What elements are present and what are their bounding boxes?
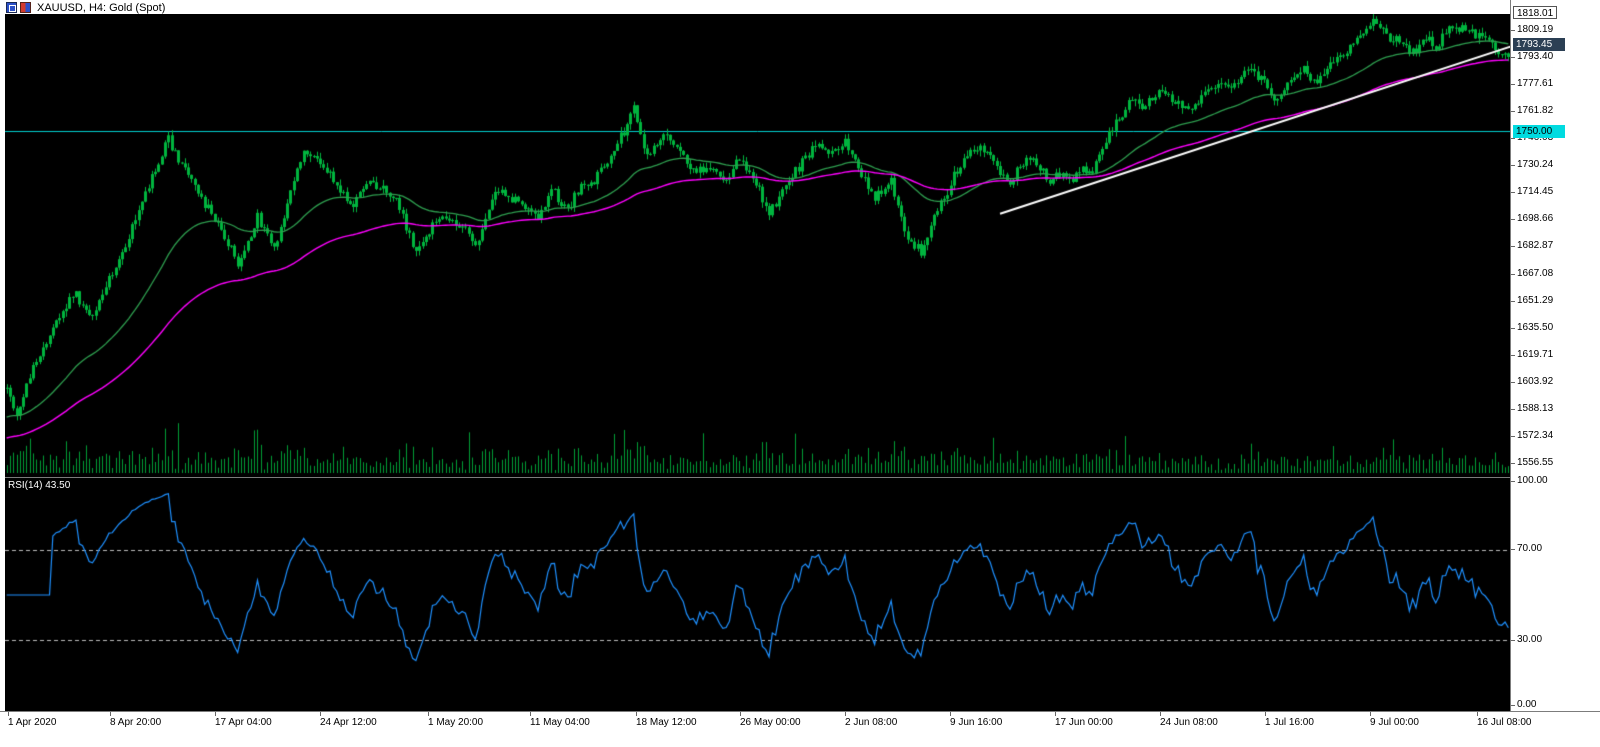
time-label: 9 Jun 16:00 [950, 712, 1003, 728]
price-label: 1635.50 [1510, 322, 1554, 333]
time-label: 1 Jul 16:00 [1265, 712, 1314, 728]
price-label: 1556.55 [1510, 457, 1554, 468]
time-label: 24 Jun 08:00 [1160, 712, 1218, 728]
rsi-panel: RSI(14) 43.50 [5, 477, 1510, 712]
candlestick-canvas[interactable] [5, 14, 1510, 477]
time-label: 1 Apr 2020 [8, 712, 57, 728]
rsi-indicator-label: RSI(14) 43.50 [8, 480, 71, 491]
time-axis[interactable]: 1 Apr 2020 8 Apr 20:00 17 Apr 04:00 24 Apr … [0, 711, 1600, 735]
time-label: 17 Apr 04:00 [215, 712, 272, 728]
time-label: 1 May 20:00 [428, 712, 484, 728]
time-label: 9 Jul 00:00 [1370, 712, 1419, 728]
price-label: 1698.66 [1510, 213, 1554, 224]
rsi-scale-label: 30.00 [1510, 634, 1543, 645]
price-axis[interactable]: 1809.191793.401777.611761.821746.031730.… [1510, 0, 1600, 711]
hline-price-label: 1750.00 [1513, 125, 1565, 138]
rsi-scale-label: 100.00 [1511, 475, 1548, 486]
price-chart-panel [5, 14, 1510, 477]
price-label: 1761.82 [1510, 105, 1554, 116]
time-label: 2 Jun 08:00 [845, 712, 898, 728]
bid-price-label: 1793.45 [1513, 38, 1565, 51]
rsi-scale-label: 0.00 [1510, 699, 1537, 710]
high-price-label: 1818.01 [1513, 6, 1558, 19]
price-label: 1682.87 [1510, 240, 1554, 251]
price-label: 1667.08 [1510, 268, 1554, 279]
chart-window-icon[interactable] [6, 2, 17, 13]
chart-title: XAUUSD, H4: Gold (Spot) [37, 1, 166, 14]
price-label: 1730.24 [1510, 159, 1554, 170]
rsi-scale-label: 70.00 [1510, 543, 1543, 554]
price-label: 1603.92 [1510, 376, 1554, 387]
price-label: 1572.34 [1510, 430, 1554, 441]
price-label: 1619.71 [1510, 349, 1554, 360]
price-label: 1777.61 [1510, 78, 1554, 89]
time-label: 18 May 12:00 [636, 712, 697, 728]
time-label: 26 May 00:00 [740, 712, 801, 728]
time-label: 16 Jul 08:00 [1477, 712, 1532, 728]
price-label: 1809.19 [1510, 24, 1554, 35]
price-label: 1714.45 [1510, 186, 1554, 197]
price-label: 1793.40 [1510, 51, 1554, 62]
chart-titlebar: XAUUSD, H4: Gold (Spot) [6, 1, 165, 14]
price-label: 1651.29 [1510, 295, 1554, 306]
rsi-canvas[interactable] [5, 478, 1510, 712]
time-label: 11 May 04:00 [530, 712, 590, 728]
time-label: 8 Apr 20:00 [110, 712, 162, 728]
time-label: 24 Apr 12:00 [320, 712, 377, 728]
platform-logo-icon[interactable] [20, 2, 31, 13]
time-label: 17 Jun 00:00 [1055, 712, 1113, 728]
price-label: 1588.13 [1510, 403, 1554, 414]
